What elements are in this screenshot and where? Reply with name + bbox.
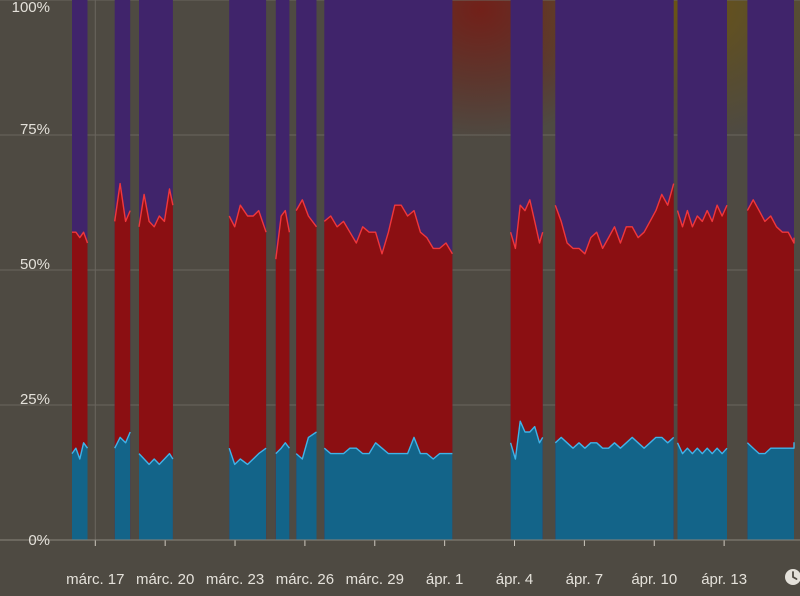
area-line-series-2	[72, 231, 89, 244]
x-tick-label: ápr. 10	[631, 571, 677, 588]
area-fill-series-1	[324, 437, 453, 540]
area-line-series-2	[228, 204, 267, 233]
area-line-series-1	[228, 447, 267, 466]
area-segment	[138, 0, 174, 540]
area-line-series-1	[509, 420, 544, 460]
area-fill-series-1	[510, 421, 543, 540]
area-line-series-2	[554, 183, 675, 255]
area-line-series-1	[323, 436, 453, 460]
area-fill-series-1	[275, 442, 290, 540]
y-tick-label: 75%	[20, 121, 50, 138]
y-tick-label: 25%	[20, 391, 50, 408]
area-line-series-1	[114, 431, 131, 449]
x-tick-label: márc. 17	[66, 571, 124, 588]
area-line-series-1	[746, 442, 795, 455]
x-tick-label: ápr. 1	[426, 571, 464, 588]
area-segment	[509, 0, 544, 541]
area-segment	[676, 0, 728, 540]
area-fill-series-1	[747, 442, 794, 540]
area-line-series-2	[746, 199, 795, 244]
y-tick-label: 0%	[28, 532, 50, 549]
area-segment	[746, 0, 795, 541]
area-line-series-1	[71, 442, 89, 460]
clock-icon[interactable]	[784, 568, 800, 586]
y-tick-label: 100%	[12, 0, 50, 16]
area-series	[71, 0, 795, 541]
area-line-series-2	[114, 182, 131, 223]
area-fill-series-1	[139, 453, 173, 540]
area-line-series-2	[676, 204, 728, 228]
area-line-series-1	[295, 431, 317, 460]
area-line-series-2	[275, 209, 291, 260]
area-segment	[323, 0, 454, 540]
area-line-series-1	[676, 442, 728, 455]
area-segment	[295, 0, 318, 541]
x-tick-label: márc. 23	[206, 571, 264, 588]
area-line-series-2	[323, 204, 454, 255]
area-fill-series-1	[72, 442, 88, 540]
area-segment	[275, 0, 291, 540]
area-segment	[228, 0, 267, 540]
area-fill-series-1	[229, 448, 267, 540]
area-fill-series-1	[677, 442, 727, 540]
x-tick-label: márc. 20	[136, 571, 194, 588]
area-segment	[554, 0, 675, 540]
y-tick-label: 50%	[20, 256, 50, 273]
area-line-series-2	[295, 199, 318, 228]
area-segment	[114, 0, 131, 540]
area-fill-series-1	[114, 432, 131, 540]
area-fill-series-1	[555, 437, 674, 540]
x-axis: márc. 17 márc. 20 márc. 23 márc. 26 márc. 29…	[0, 539, 800, 588]
x-tick-label: márc. 29	[346, 571, 404, 588]
area-line-series-2	[138, 188, 174, 228]
area-fill-series-2	[139, 189, 173, 540]
x-tick-label: márc. 26	[276, 571, 334, 588]
x-tick-label: ápr. 7	[566, 571, 604, 588]
x-tick-label: ápr. 4	[496, 571, 534, 588]
area-line-series-1	[138, 452, 174, 466]
y-axis: 0% 25% 50% 75% 100%	[12, 0, 50, 549]
x-tick-label: ápr. 13	[701, 571, 747, 588]
area-line-series-1	[275, 442, 290, 455]
area-line-series-1	[554, 436, 675, 449]
area-segment	[71, 0, 89, 540]
area-line-series-2	[509, 199, 544, 250]
